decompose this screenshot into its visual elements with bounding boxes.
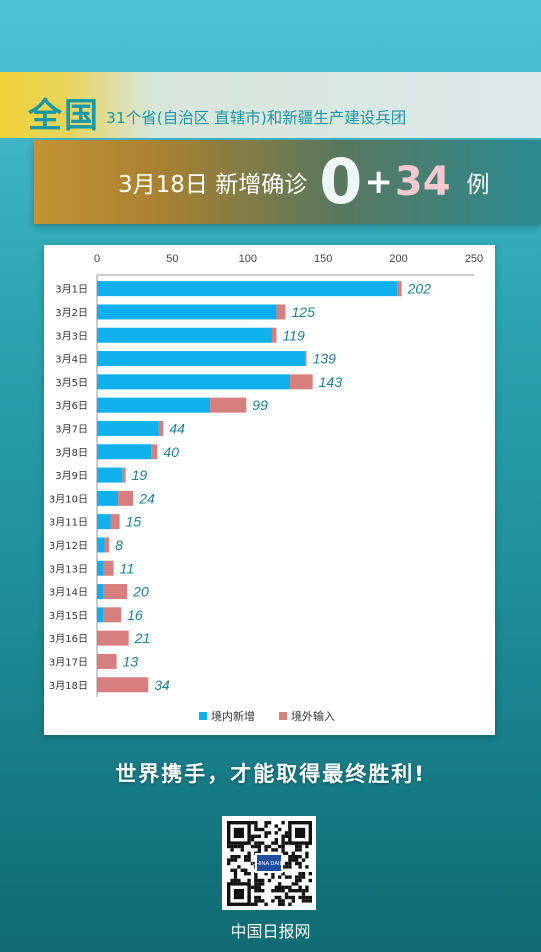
x-tick-label: 100 [239, 253, 257, 265]
bar-chart: 0 50 100 150 200 250 3月1日 202 3月2日 125 3月3日 119 3月4日… [49, 253, 483, 723]
headline-banner [34, 140, 541, 224]
headline-imported-count: 34 [394, 159, 451, 205]
data-label: 139 [313, 351, 337, 367]
bar-imported [290, 374, 313, 390]
scope-big-text: 全国 [28, 96, 100, 136]
chart-panel: 0 50 100 150 200 250 3月1日 202 3月2日 125 3月3日 119 3月4日… [44, 245, 495, 735]
data-label: 8 [115, 537, 123, 553]
data-label: 34 [154, 677, 170, 693]
data-label: 21 [134, 630, 151, 646]
data-label: 13 [123, 653, 139, 669]
y-tick-label: 3月6日 [55, 400, 88, 412]
bar-local [97, 467, 123, 483]
bar-local [97, 420, 159, 436]
qr-logo-text: CHINA DAILY [252, 861, 286, 867]
bar-imported [158, 420, 164, 436]
y-tick-label: 3月3日 [55, 330, 88, 342]
bar-imported [271, 327, 277, 343]
slogan: 世界携手，才能取得最终胜利! [115, 762, 426, 786]
bar-local [97, 490, 119, 506]
y-tick-label: 3月17日 [49, 656, 88, 668]
bar-local [97, 281, 398, 297]
y-tick-label: 3月12日 [49, 540, 88, 552]
y-tick-label: 3月10日 [49, 493, 88, 505]
bar-imported [276, 304, 286, 320]
scope-small-text: 31个省(自治区 直辖市)和新疆生产建设兵团 [106, 108, 407, 127]
bar-local [97, 584, 104, 600]
top-banner [0, 72, 541, 138]
y-tick-label: 3月7日 [55, 423, 88, 435]
bar-imported [151, 444, 158, 460]
scope-label: 全国 31个省(自治区 直辖市)和新疆生产建设兵团 [28, 88, 406, 137]
legend-swatch-local [199, 712, 207, 720]
y-tick-label: 3月13日 [49, 563, 88, 575]
legend-label: 境内新增 [211, 709, 255, 723]
bar-local [97, 560, 104, 576]
data-label: 15 [126, 514, 142, 530]
y-tick-label: 3月1日 [55, 284, 88, 296]
y-tick-label: 3月4日 [55, 354, 88, 366]
data-label: 44 [169, 420, 185, 436]
qr-code-icon: CHINA DAILY [227, 821, 312, 906]
bar-local [97, 514, 111, 530]
qr-code[interactable]: CHINA DAILY [222, 816, 316, 910]
headline: 3月18日 新增确诊 0 + 34 例 [118, 140, 490, 224]
data-label: 24 [138, 490, 155, 506]
y-tick-label: 3月14日 [49, 587, 88, 599]
x-tick-label: 250 [465, 253, 483, 265]
bar-imported [103, 560, 114, 576]
x-tick-label: 0 [94, 253, 100, 265]
x-tick-label: 50 [166, 253, 178, 265]
x-tick-label: 200 [389, 253, 407, 265]
data-label: 16 [127, 607, 143, 623]
y-tick-label: 3月15日 [49, 610, 88, 622]
headline-date-text: 3月18日 新增确诊 [118, 172, 308, 198]
legend-swatch-imported [279, 712, 287, 720]
y-tick-label: 3月2日 [55, 307, 88, 319]
y-tick-label: 3月8日 [55, 447, 88, 459]
bar-imported [97, 630, 129, 646]
data-label: 143 [319, 374, 343, 390]
data-label: 125 [292, 304, 316, 320]
data-label: 99 [252, 397, 268, 413]
data-label: 119 [282, 327, 305, 343]
bar-local [97, 304, 277, 320]
data-label: 20 [132, 584, 149, 600]
bar-local [97, 444, 152, 460]
bar-imported [397, 281, 402, 297]
headline-unit: 例 [466, 172, 490, 198]
data-label: 11 [120, 560, 135, 576]
bar-imported [210, 397, 247, 413]
bar-local [97, 537, 105, 553]
y-tick-label: 3月16日 [49, 633, 88, 645]
bar-imported [103, 607, 122, 623]
y-tick-label: 3月5日 [55, 377, 88, 389]
data-label: 40 [163, 444, 179, 460]
data-label: 19 [132, 467, 148, 483]
bar-local [97, 607, 104, 623]
bar-imported [305, 351, 307, 367]
y-tick-label: 3月11日 [49, 517, 88, 529]
bar-imported [122, 467, 126, 483]
bar-imported [103, 584, 128, 600]
bar-imported [97, 653, 117, 669]
bar-imported [104, 537, 110, 553]
bar-local [97, 327, 272, 343]
legend-label: 境外输入 [291, 709, 335, 723]
data-label: 202 [407, 281, 432, 297]
y-tick-label: 3月9日 [55, 470, 88, 482]
bar-imported [118, 490, 134, 506]
bar-local [97, 374, 291, 390]
x-tick-label: 150 [314, 253, 332, 265]
headline-local-count: 0 [319, 145, 363, 218]
y-tick-label: 3月18日 [49, 680, 88, 692]
bar-imported [97, 677, 149, 693]
bar-local [97, 351, 306, 367]
headline-plus: + [364, 162, 393, 202]
brand-name: 中国日报网 [230, 922, 311, 941]
bar-imported [110, 514, 120, 530]
bar-local [97, 397, 211, 413]
